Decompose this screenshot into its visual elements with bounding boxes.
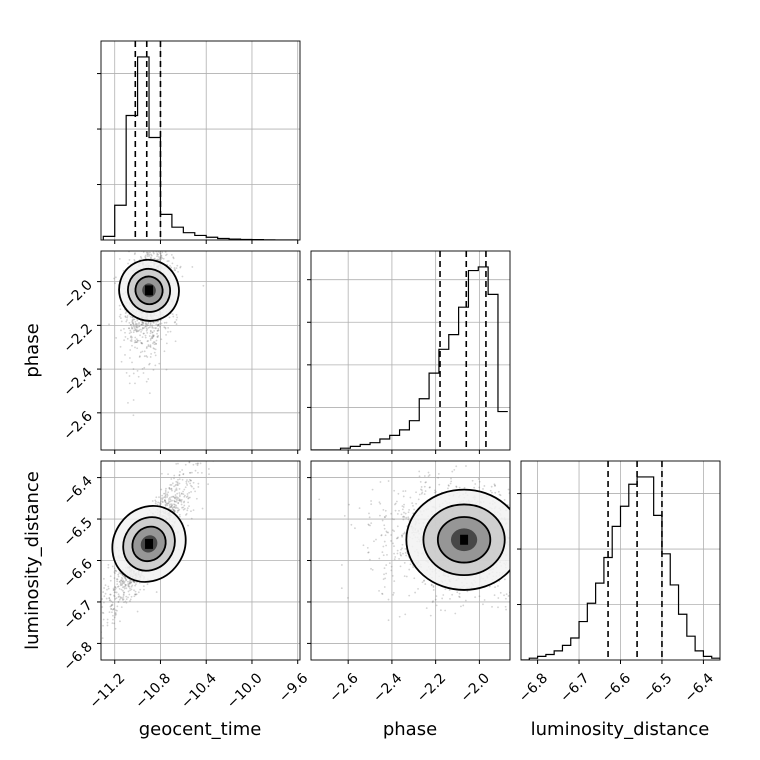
scatter-panel-phase-luminosity_distance (310, 460, 511, 661)
density-peak (145, 285, 154, 296)
scatter-panel-geocent_time-phase (100, 250, 301, 451)
y-tick-label: −6.4 (60, 473, 95, 508)
x-tick-label: −2.0 (458, 670, 493, 705)
hist-panel-phase (307, 250, 511, 451)
density-peak (145, 538, 154, 549)
y-tick-label: −2.0 (60, 277, 95, 312)
x-tick-label: −10.4 (178, 670, 220, 712)
y-tick-label: −2.2 (60, 321, 95, 356)
x-tick-label: −6.6 (599, 670, 634, 705)
panel-frame (100, 40, 301, 241)
panel-frame (310, 250, 511, 451)
x-tick-label: −6.8 (516, 670, 551, 705)
x-tick-label: −6.7 (557, 670, 592, 705)
x-tick-label: −11.2 (87, 670, 129, 712)
x-tick-label: −2.2 (414, 670, 449, 705)
panel-frame (100, 250, 301, 451)
y-axis-label-luminosity_distance: luminosity_distance (22, 471, 43, 650)
x-axis-label-phase: phase (383, 719, 437, 740)
x-tick-label: −6.5 (640, 670, 675, 705)
y-tick-label: −6.7 (60, 597, 95, 632)
y-tick-label: −6.5 (60, 515, 95, 550)
x-tick-label: −2.6 (326, 670, 361, 705)
hist-panel-geocent_time (97, 40, 301, 241)
y-axis-label-phase: phase (22, 323, 43, 377)
hist-panel-luminosity_distance (517, 460, 721, 661)
histogram-steps (521, 476, 720, 660)
histogram-steps (311, 266, 508, 450)
x-tick-label: −9.6 (276, 670, 311, 705)
x-axis-label-luminosity_distance: luminosity_distance (531, 719, 710, 740)
x-axis-label-geocent_time: geocent_time (139, 719, 262, 740)
x-tick-label: −2.4 (370, 670, 405, 705)
density-peak (460, 534, 469, 545)
y-tick-label: −6.6 (60, 556, 95, 591)
x-tick-label: −10.8 (132, 670, 174, 712)
scatter-panel-geocent_time-luminosity_distance (100, 460, 301, 661)
y-tick-label: −6.8 (60, 639, 95, 674)
y-tick-label: −2.4 (60, 365, 95, 400)
y-tick-label: −2.6 (60, 408, 95, 443)
histogram-steps (102, 56, 298, 240)
x-tick-label: −10.0 (224, 670, 266, 712)
x-tick-label: −6.4 (682, 670, 717, 705)
